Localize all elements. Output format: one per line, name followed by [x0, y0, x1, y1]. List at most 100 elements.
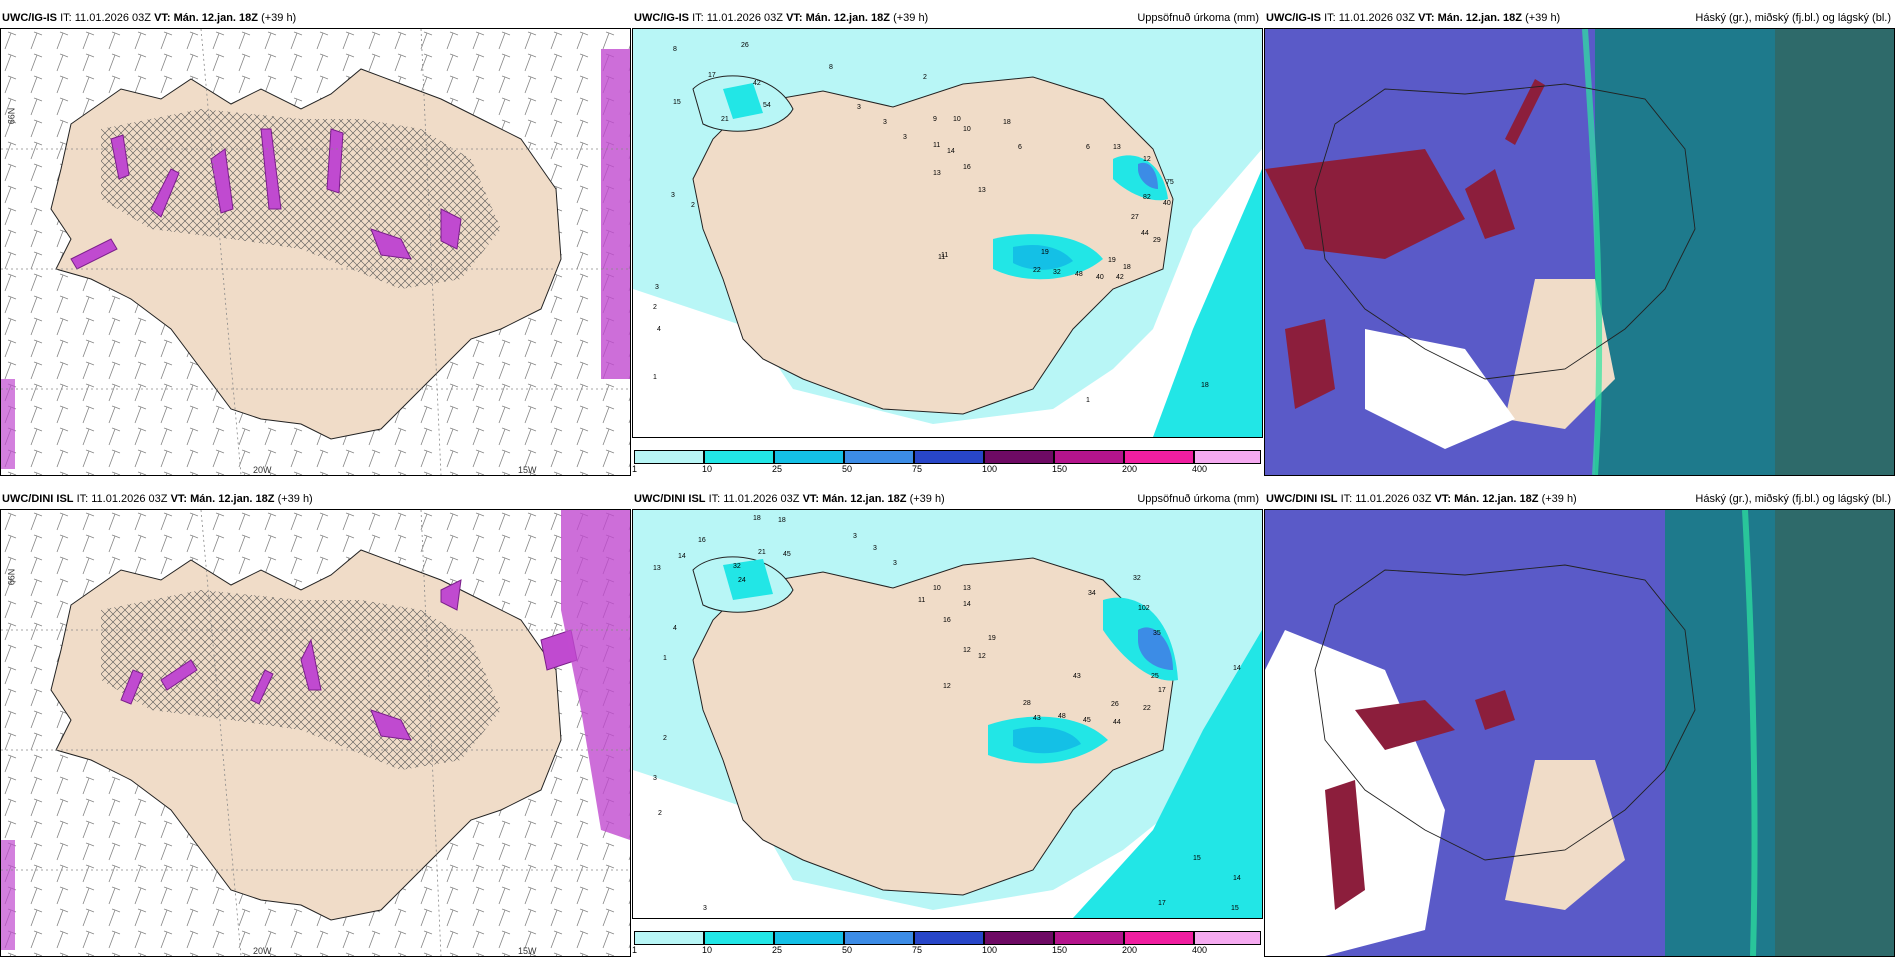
colorbar-tick: 150 — [1052, 945, 1068, 955]
precip-label: 34 — [1088, 590, 1096, 597]
precip-label: 16 — [963, 164, 971, 171]
precip-label: 10 — [963, 126, 971, 133]
precip-label: 2 — [653, 304, 657, 311]
precip-label: 4 — [673, 625, 677, 632]
precip-label: 27 — [1131, 214, 1139, 221]
panel-header: UWC/DINI ISL IT: 11.01.2026 03Z VT: Mán.… — [634, 493, 945, 505]
precip-label: 15 — [673, 99, 681, 106]
precip-label: 1 — [653, 374, 657, 381]
precip-label: 28 — [1023, 700, 1031, 707]
precip-label: 11 — [933, 142, 940, 149]
precip-label: 13 — [963, 585, 971, 592]
precip-label: 12 — [963, 647, 971, 654]
precip-label: 8 — [829, 64, 833, 71]
precip-label: 2 — [923, 74, 927, 81]
colorbar-swatch — [984, 931, 1054, 945]
panel-title: Háský (gr.), miðský (fj.bl.) og lágský (… — [1695, 12, 1891, 24]
precip-label: 44 — [1113, 719, 1121, 726]
precip-label: 14 — [1233, 875, 1241, 882]
colorbar-tick: 100 — [982, 464, 998, 474]
colorbar-tick: 10 — [702, 945, 713, 955]
colorbar-swatch — [634, 931, 704, 945]
colorbar-swatch — [1054, 931, 1124, 945]
precip-label: 82 — [1143, 194, 1151, 201]
cloud-map — [1264, 509, 1895, 957]
precip-label: 22 — [1033, 267, 1041, 274]
precip-label: 3 — [893, 560, 897, 567]
precip-label: 75 — [1166, 179, 1174, 186]
lon-label: 20W — [253, 465, 272, 475]
lat-label: 66N — [6, 107, 17, 125]
precip-label: 24 — [738, 577, 746, 584]
wind-map: 20W 15W 66N — [0, 509, 631, 957]
precip-label: 3 — [857, 104, 861, 111]
precip-label: 12 — [978, 653, 986, 660]
precip-label: 16 — [698, 537, 706, 544]
wind-map: 20W 15W 66N — [0, 28, 631, 476]
colorbar-swatch — [914, 931, 984, 945]
precip-label: 45 — [783, 551, 791, 558]
colorbar-tick: 400 — [1192, 945, 1208, 955]
panel-header: UWC/IG-IS IT: 11.01.2026 03Z VT: Mán. 12… — [2, 12, 297, 24]
lon-label: 15W — [518, 465, 537, 475]
precip-label: 6 — [1086, 144, 1090, 151]
precip-label: 26 — [1111, 701, 1119, 708]
precip-label: 43 — [1073, 673, 1081, 680]
colorbar-swatch — [984, 450, 1054, 464]
colorbar-tick: 400 — [1192, 464, 1208, 474]
precip-label: 3 — [883, 119, 887, 126]
precip-label: 21 — [721, 116, 729, 123]
panel-title: Uppsöfnuð úrkoma (mm) — [1137, 12, 1259, 24]
precip-label: 11 — [941, 252, 948, 259]
precip-label: 54 — [763, 102, 771, 109]
precip-label: 14 — [678, 553, 686, 560]
precip-label: 17 — [1158, 687, 1166, 694]
precip-label: 19 — [1108, 257, 1116, 264]
precip-label: 25 — [1151, 673, 1159, 680]
colorbar-tick: 200 — [1122, 945, 1138, 955]
precip-label: 29 — [1153, 237, 1161, 244]
precip-label: 40 — [1096, 274, 1104, 281]
precip-label: 13 — [1113, 144, 1121, 151]
lat-label: 66N — [6, 568, 17, 586]
precip-label: 14 — [963, 601, 971, 608]
precip-label: 16 — [943, 617, 951, 624]
colorbar-tick: 10 — [702, 464, 713, 474]
colorbar-swatch — [1124, 450, 1194, 464]
precip-label: 9 — [933, 116, 937, 123]
colorbar: 1 10 25 50 75 100 150 200 400 — [632, 450, 1261, 474]
colorbar-swatch — [844, 450, 914, 464]
precip-label: 13 — [933, 170, 941, 177]
precip-label: 12 — [1143, 156, 1151, 163]
precip-label: 17 — [708, 72, 716, 79]
colorbar-swatch — [1054, 450, 1124, 464]
panel-cloud-row1: UWC/IG-IS IT: 11.01.2026 03Z VT: Mán. 12… — [1264, 10, 1895, 476]
colorbar-tick: 1 — [632, 945, 638, 955]
panel-precip-row2: UWC/DINI ISL IT: 11.01.2026 03Z VT: Mán.… — [632, 491, 1263, 957]
precip-label: 2 — [663, 735, 667, 742]
precip-label: 32 — [733, 563, 741, 570]
precip-label: 44 — [1141, 230, 1149, 237]
precip-label: 13 — [653, 565, 661, 572]
precip-label: 3 — [671, 192, 675, 199]
panel-header: UWC/IG-IS IT: 11.01.2026 03Z VT: Mán. 12… — [1266, 12, 1561, 24]
precip-label: 11 — [918, 597, 925, 604]
panel-cloud-row2: UWC/DINI ISL IT: 11.01.2026 03Z VT: Mán.… — [1264, 491, 1895, 957]
cloud-map — [1264, 28, 1895, 476]
precip-label: 18 — [753, 515, 761, 522]
precip-label: 18 — [1003, 119, 1011, 126]
precip-label: 3 — [655, 284, 659, 291]
colorbar-tick: 200 — [1122, 464, 1138, 474]
precip-label: 3 — [703, 905, 707, 912]
precip-label: 15 — [1193, 855, 1201, 862]
precip-label: 102 — [1138, 605, 1150, 612]
colorbar-tick: 75 — [912, 945, 923, 955]
precip-label: 15 — [1231, 905, 1239, 912]
precip-label: 32 — [1133, 575, 1141, 582]
colorbar-tick: 25 — [772, 464, 783, 474]
colorbar-tick: 100 — [982, 945, 998, 955]
colorbar-tick: 1 — [632, 464, 638, 474]
precip-label: 14 — [1233, 665, 1241, 672]
panel-wind-row2: UWC/DINI ISL IT: 11.01.2026 03Z VT: Mán.… — [0, 491, 631, 957]
colorbar-swatch — [1194, 931, 1261, 945]
